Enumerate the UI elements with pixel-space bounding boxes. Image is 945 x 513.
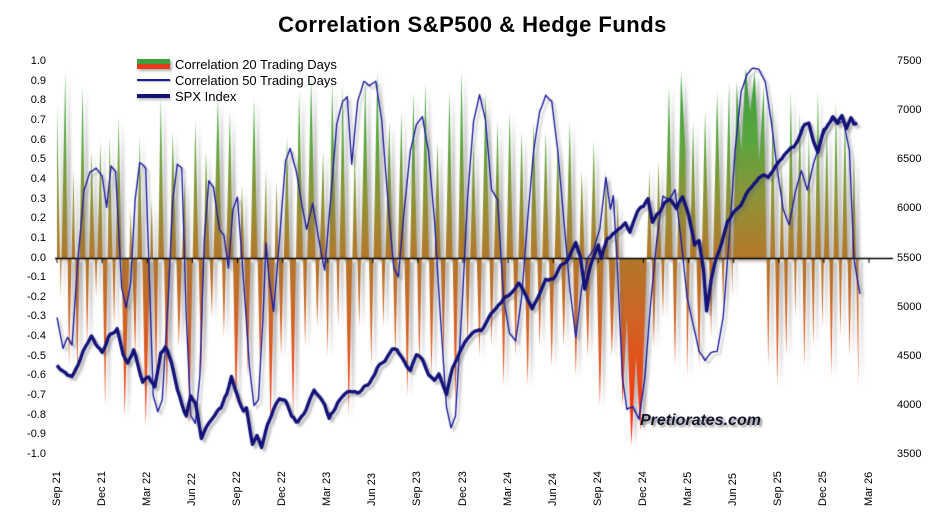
left-axis-tick: 1.0 <box>30 55 46 67</box>
legend: Correlation 20 Trading Days Correlation … <box>137 56 337 104</box>
right-axis-tick: 7000 <box>897 104 922 117</box>
left-axis-tick: -0.4 <box>27 330 46 343</box>
left-axis-tick: -1.0 <box>27 448 46 460</box>
left-axis-tick: 0.1 <box>30 231 46 244</box>
x-axis-tick: Sep 23 <box>411 471 424 506</box>
legend-label: Correlation 50 Trading Days <box>175 72 337 88</box>
x-axis-tick: Jun 22 <box>185 472 198 506</box>
x-axis-tick: Mar 23 <box>321 471 334 506</box>
legend-label: Correlation 20 Trading Days <box>175 56 337 72</box>
left-axis-tick: 0.9 <box>30 74 46 87</box>
left-axis-tick: 0.2 <box>30 212 46 225</box>
legend-item-correlation-20: Correlation 20 Trading Days <box>137 56 337 72</box>
x-axis-tick: Sep 25 <box>772 471 785 506</box>
x-axis-tick: Mar 22 <box>140 471 153 506</box>
x-axis-tick: Jun 25 <box>727 472 740 506</box>
area-swatch-icon <box>137 59 170 69</box>
left-axis-tick: -0.8 <box>27 408 46 421</box>
legend-label: SPX Index <box>175 88 237 104</box>
left-axis-tick: 0.4 <box>30 172 46 185</box>
left-axis-tick: -0.9 <box>27 428 46 441</box>
x-axis-tick: Dec 22 <box>276 471 289 506</box>
left-axis-tick: -0.1 <box>27 271 46 284</box>
chart-title: Correlation S&P500 & Hedge Funds <box>278 12 667 37</box>
right-axis-tick: 4000 <box>897 398 922 411</box>
right-axis-tick: 7500 <box>897 55 922 67</box>
x-axis-tick: Jun 24 <box>546 472 559 506</box>
x-axis-tick: Dec 23 <box>456 471 469 506</box>
x-axis-tick: Sep 24 <box>591 471 604 506</box>
right-axis-tick: 5500 <box>897 251 922 264</box>
left-axis-tick: 0.7 <box>30 113 46 126</box>
x-axis-tick: Dec 21 <box>95 471 108 506</box>
x-axis-tick: Sep 22 <box>230 471 243 506</box>
left-axis-tick: -0.3 <box>27 310 46 323</box>
left-axis-tick: 0.0 <box>30 251 46 264</box>
right-axis-tick: 5000 <box>897 300 922 313</box>
legend-item-correlation-50: Correlation 50 Trading Days <box>137 72 337 88</box>
x-axis-tick: Dec 25 <box>817 471 830 506</box>
x-axis-tick: Dec 24 <box>636 471 649 506</box>
watermark: Pretiorates.com <box>640 412 761 429</box>
left-axis-tick: 0.6 <box>30 133 46 146</box>
left-axis-tick: 0.8 <box>30 94 46 107</box>
right-axis-tick: 3500 <box>897 448 922 460</box>
x-axis-tick: Mar 26 <box>862 471 875 506</box>
x-axis-tick: Mar 25 <box>682 471 695 506</box>
thick-line-icon <box>137 94 170 98</box>
left-axis-tick: -0.2 <box>27 290 46 303</box>
x-axis-tick: Sep 21 <box>50 471 63 506</box>
right-axis-tick: 6500 <box>897 153 922 166</box>
thin-line-icon <box>137 79 170 81</box>
right-axis-tick: 4500 <box>897 349 922 362</box>
left-axis-tick: 0.3 <box>30 192 46 205</box>
left-axis-tick: -0.6 <box>27 369 46 382</box>
left-axis-tick: -0.5 <box>27 349 46 362</box>
left-axis-tick: 0.5 <box>30 153 46 166</box>
legend-item-spx: SPX Index <box>137 88 337 104</box>
left-axis-tick: -0.7 <box>27 389 46 402</box>
right-axis-tick: 6000 <box>897 202 922 215</box>
x-axis-tick: Jun 23 <box>366 472 379 506</box>
x-axis-tick: Mar 24 <box>501 471 514 506</box>
